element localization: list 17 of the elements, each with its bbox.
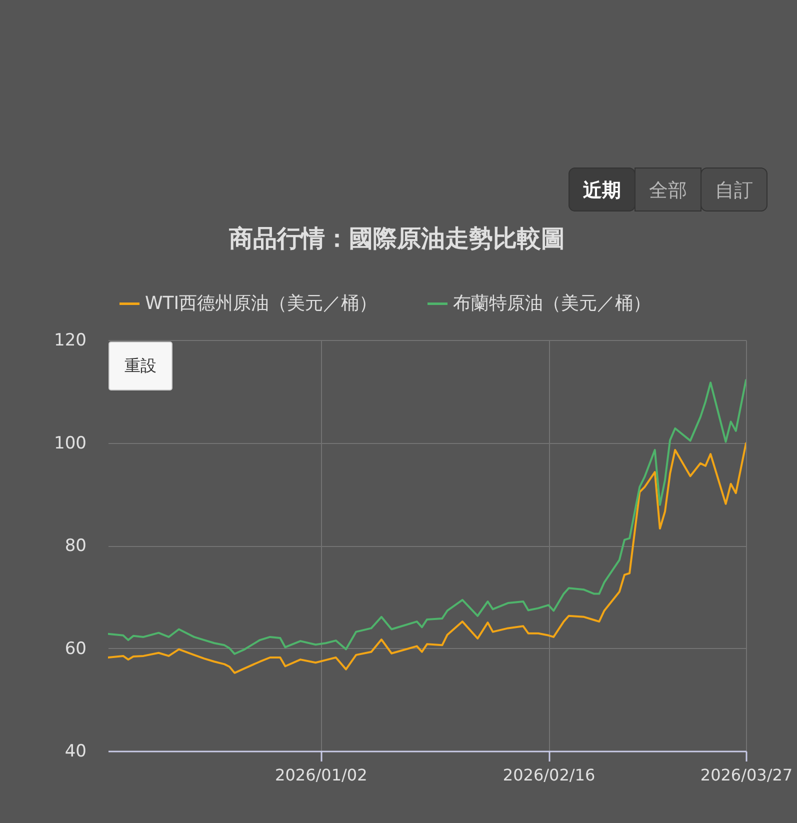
y-tick-label: 80 (64, 536, 86, 556)
x-tick-label: 2026/03/27 (700, 766, 793, 784)
x-tick-label: 2026/01/02 (275, 766, 368, 784)
line-series (108, 442, 746, 674)
line-series (108, 379, 746, 655)
x-tick-label: 2026/02/16 (502, 766, 596, 784)
text: 近期 (582, 180, 621, 202)
text: 全部 (649, 180, 687, 202)
text: 自訂 (715, 180, 753, 202)
annotation: 重設 (124, 356, 156, 375)
legend-label: WTI西德州原油（美元／桶） (145, 292, 378, 314)
legend-label: 布蘭特原油（美元／桶） (453, 292, 651, 314)
y-tick-label: 40 (64, 742, 86, 762)
y-tick-label: 100 (54, 433, 86, 454)
y-tick-label: 60 (64, 638, 86, 659)
y-tick-label: 120 (54, 330, 86, 350)
chart-title: 商品行情：國際原油走勢比較圖 (228, 224, 565, 252)
